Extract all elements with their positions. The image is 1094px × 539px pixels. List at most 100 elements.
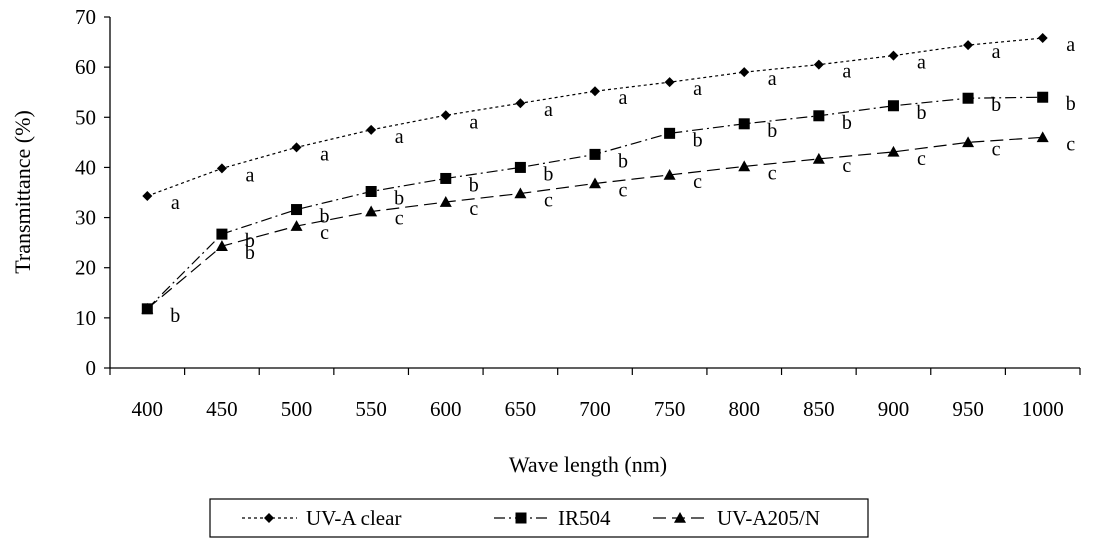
significance-letter: b <box>842 112 852 134</box>
significance-letter: c <box>842 155 851 177</box>
x-tick-label: 750 <box>654 397 686 421</box>
axes <box>109 17 1080 369</box>
data-point <box>366 124 377 135</box>
data-point <box>738 118 750 130</box>
significance-letter: c <box>917 148 926 170</box>
data-point <box>887 100 899 112</box>
data-point <box>962 92 974 104</box>
significance-letter: a <box>395 126 404 148</box>
significance-letter: c <box>693 171 702 193</box>
x-tick-label: 600 <box>430 397 462 421</box>
data-point <box>142 191 153 202</box>
data-point <box>663 168 676 180</box>
legend-marker <box>515 512 527 524</box>
legend-label: UV-A clear <box>306 506 401 530</box>
data-point <box>290 220 303 231</box>
data-point <box>365 185 377 197</box>
significance-letter: a <box>619 87 628 109</box>
data-point <box>1037 33 1048 44</box>
significance-letter: b <box>1066 93 1076 115</box>
data-point <box>664 77 675 88</box>
significance-letter: b <box>170 305 180 327</box>
data-point <box>291 204 303 216</box>
significance-letter: b <box>991 94 1001 116</box>
significance-letter: a <box>469 111 478 133</box>
data-point <box>514 161 526 173</box>
significance-letter: b <box>469 174 479 196</box>
data-point <box>514 187 527 199</box>
data-point <box>439 196 452 207</box>
significance-letter: c <box>992 138 1001 160</box>
significance-letter: b <box>767 120 777 142</box>
data-point <box>1036 131 1049 143</box>
data-point <box>1037 91 1049 103</box>
significance-letter: b <box>320 206 330 228</box>
legend-label: IR504 <box>558 506 611 530</box>
legend-marker <box>674 512 686 523</box>
data-point <box>664 127 676 139</box>
data-point <box>291 142 302 153</box>
data-point <box>515 98 526 109</box>
x-tick-label: 850 <box>803 397 835 421</box>
significance-letter: a <box>842 61 851 83</box>
data-point <box>589 148 601 160</box>
significance-letter: c <box>544 190 553 212</box>
significance-letter: c <box>395 208 404 230</box>
series-line <box>146 136 1043 310</box>
significance-letter: b <box>245 230 255 252</box>
significance-letter: a <box>171 192 180 214</box>
y-tick-label: 70 <box>75 5 96 29</box>
data-point <box>590 86 600 97</box>
y-tick-label: 20 <box>75 256 96 280</box>
data-point <box>440 172 452 184</box>
series-2 <box>141 131 1049 314</box>
significance-letter: a <box>917 52 926 74</box>
significance-letter: c <box>469 198 478 220</box>
data-point <box>738 160 751 172</box>
series-1 <box>141 91 1049 315</box>
x-tick-label: 650 <box>505 397 537 421</box>
significance-letter: a <box>245 164 254 186</box>
series-line <box>146 96 1043 310</box>
data-point <box>440 110 451 121</box>
x-tick-label: 800 <box>728 397 760 421</box>
x-tick-label: 400 <box>132 397 164 421</box>
legend: UV-A clear IR504 UV-A205/N <box>209 498 869 538</box>
data-point <box>216 228 228 240</box>
data-point <box>887 145 900 157</box>
significance-letter: b <box>916 102 926 124</box>
data-point <box>813 59 824 70</box>
x-tick-label: 900 <box>878 397 910 421</box>
significance-letter: a <box>320 143 329 165</box>
significance-letter: b <box>245 242 255 264</box>
y-ticks: 0 10 20 30 40 50 60 70 <box>75 5 110 380</box>
data-point <box>812 152 825 164</box>
y-tick-label: 10 <box>75 306 96 330</box>
data-point <box>813 110 825 122</box>
significance-letter: a <box>544 99 553 121</box>
series-line <box>147 37 1043 197</box>
y-tick-label: 50 <box>75 105 96 129</box>
data-point <box>739 67 750 78</box>
x-tick-label: 550 <box>355 397 387 421</box>
significance-letter: c <box>1066 133 1075 155</box>
y-tick-label: 30 <box>75 206 96 230</box>
x-tick-label: 1000 <box>1022 397 1064 421</box>
series-0 <box>142 33 1048 202</box>
series-layer <box>141 33 1049 315</box>
y-axis-title: Transmittance (%) <box>10 110 35 274</box>
x-tick-label: 700 <box>579 397 611 421</box>
data-point <box>589 177 601 189</box>
significance-letter: b <box>543 163 553 185</box>
significance-letter: b <box>394 187 404 209</box>
legend-label: UV-A205/N <box>717 506 820 530</box>
data-point <box>888 50 899 61</box>
significance-letter: c <box>320 222 329 244</box>
significance-letter: a <box>768 68 777 90</box>
x-axis-title: Wave length (nm) <box>509 452 667 477</box>
significance-letter: a <box>1066 34 1075 56</box>
significance-letter: b <box>618 150 628 172</box>
y-tick-label: 60 <box>75 55 96 79</box>
